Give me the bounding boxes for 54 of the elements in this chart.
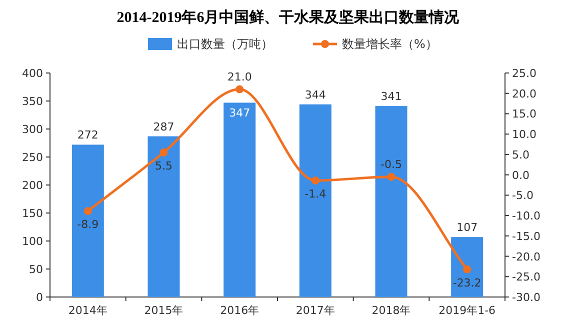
point (84, 207, 92, 216)
y2-tick-label: 20.0 (512, 87, 536, 100)
chart-title: 2014-2019年6月中国鲜、干水果及坚果出口数量情况 (116, 9, 460, 26)
data-label: 287 (153, 120, 174, 134)
point (160, 148, 168, 156)
x-tick-label: 2015年 (144, 304, 184, 317)
y-tick-label: 350 (22, 95, 43, 108)
bar (148, 136, 180, 297)
y-tick-label: 250 (22, 151, 43, 164)
data-label: -8.9 (77, 218, 99, 232)
y2-tick-label: -25.0 (512, 270, 540, 284)
point (236, 85, 244, 94)
data-label: -23.2 (452, 276, 482, 290)
legend-label: 数量增长率（%） (342, 37, 438, 51)
y-tick-label: 50 (29, 263, 43, 276)
y2-tick-label: 25.0 (512, 67, 536, 80)
data-label: 5.5 (155, 159, 172, 172)
data-label: 341 (380, 90, 402, 104)
x-tick-label: 2018年 (372, 304, 411, 317)
data-label: 344 (304, 88, 326, 102)
bar (72, 144, 104, 297)
point (463, 265, 472, 274)
data-label: 107 (456, 221, 478, 234)
y-tick-label: 400 (22, 67, 43, 80)
y-tick-label: 200 (22, 179, 43, 192)
y-tick-label: 100 (22, 235, 43, 248)
bar (451, 237, 484, 297)
x-tick-label: 2019年1-6 (438, 304, 496, 317)
data-label: -1.4 (304, 188, 326, 201)
y2-tick-label: -5.0 (512, 189, 534, 202)
data-label: 21.0 (227, 70, 252, 84)
y-tick-label: 300 (22, 123, 43, 136)
point (387, 172, 396, 181)
bar (299, 104, 332, 297)
data-label: 272 (77, 128, 98, 142)
x-tick-label: 2017年 (296, 304, 335, 317)
data-label: -0.5 (380, 158, 402, 171)
point (311, 176, 320, 185)
y2-tick-label: 0.0 (512, 168, 530, 182)
data-label: 347 (229, 106, 250, 120)
y2-tick-label: -30.0 (512, 291, 540, 304)
y2-tick-label: -20.0 (512, 250, 540, 264)
y-tick-label: 0 (36, 291, 43, 304)
y2-tick-label: 10.0 (512, 128, 536, 142)
y2-tick-label: -10.0 (512, 210, 540, 223)
y-tick-label: 150 (22, 207, 43, 220)
y2-tick-label: 5.0 (512, 148, 530, 162)
x-tick-label: 2014年 (68, 304, 108, 317)
bar (224, 102, 256, 297)
legend-label: 出口数量（万吨） (177, 37, 273, 51)
y2-tick-label: 15.0 (512, 108, 536, 121)
bar (375, 106, 408, 297)
y2-tick-label: -15.0 (512, 230, 540, 243)
x-tick-label: 2016年 (220, 304, 260, 317)
